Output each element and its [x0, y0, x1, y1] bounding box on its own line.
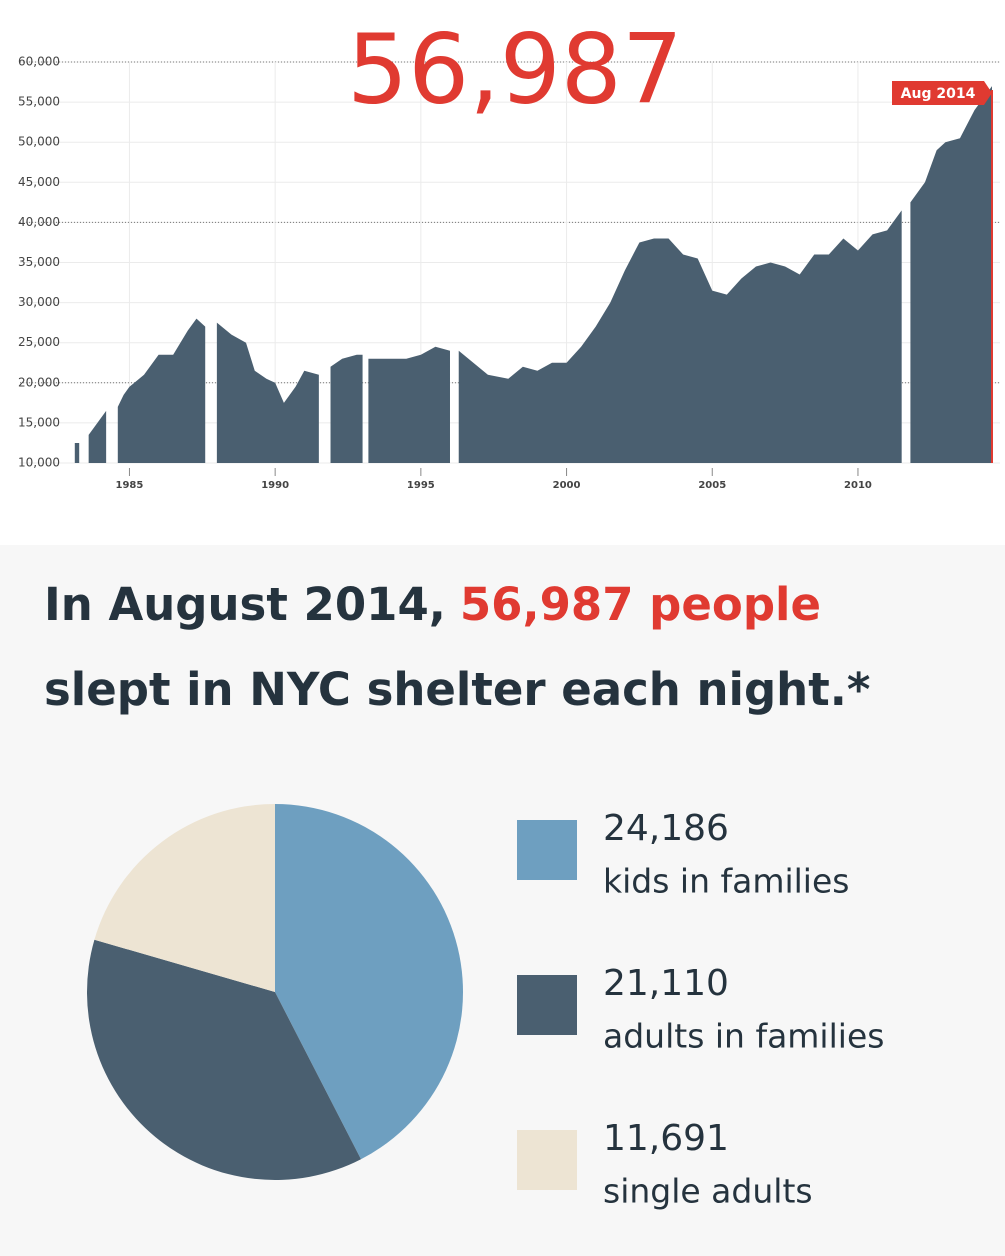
- y-tick-label: 25,000: [18, 335, 60, 349]
- y-tick-label: 35,000: [18, 255, 60, 269]
- legend-swatch: [517, 975, 577, 1035]
- y-tick-label: 45,000: [18, 175, 60, 189]
- headline-line-2: slept in NYC shelter each night.*: [44, 663, 870, 716]
- x-tick-label: 1985: [116, 480, 144, 491]
- big-number: 56,987: [347, 13, 683, 125]
- legend-label: single adults: [603, 1172, 813, 1211]
- legend-value: 24,186: [603, 808, 729, 849]
- highlight-label-box: [892, 81, 984, 105]
- legend-value: 21,110: [603, 963, 729, 1004]
- x-tick-label: 2000: [553, 480, 581, 491]
- x-tick-label: 2005: [698, 480, 726, 491]
- x-tick-label: 1990: [261, 480, 289, 491]
- y-tick-label: 50,000: [18, 135, 60, 149]
- pie-chart: 24,186 kids in families 21,110 adults in fa…: [86, 804, 884, 1211]
- headline-line-1: In August 2014, 56,987 people: [44, 578, 821, 631]
- area: [74, 86, 993, 464]
- x-tick-label: 1995: [407, 480, 435, 491]
- highlight-pointer: [984, 81, 992, 105]
- y-tick-label: 55,000: [18, 95, 60, 109]
- pie-slice: [94, 804, 275, 992]
- legend-swatch: [517, 820, 577, 880]
- y-tick-label: 30,000: [18, 295, 60, 309]
- legend-value: 11,691: [603, 1118, 729, 1159]
- x-tick-label: 2010: [844, 480, 872, 491]
- pie-slice: [275, 804, 464, 1160]
- y-tick-label: 10,000: [18, 456, 60, 470]
- y-tick-label: 15,000: [18, 415, 60, 429]
- legend-swatch: [517, 1130, 577, 1190]
- highlight-label: Aug 2014: [901, 86, 976, 102]
- headline-emphasis: 56,987 people: [460, 578, 821, 631]
- headline-lead: In August 2014,: [44, 578, 446, 631]
- pie-slice: [86, 939, 361, 1180]
- area-chart: 10,00015,00020,00025,00030,00035,00040,0…: [18, 55, 1000, 491]
- legend-label: kids in families: [603, 862, 849, 901]
- legend-label: adults in families: [603, 1017, 884, 1056]
